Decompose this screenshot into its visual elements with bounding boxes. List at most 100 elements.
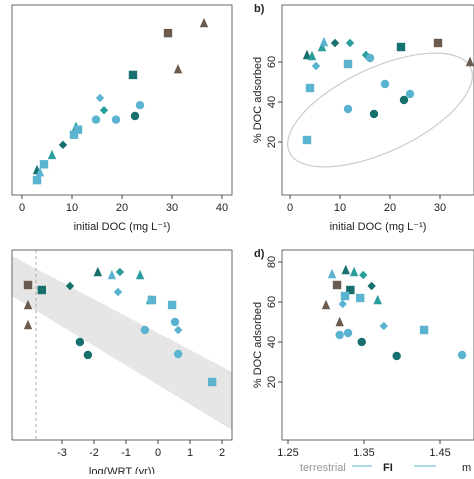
point <box>128 70 138 80</box>
point <box>135 100 145 110</box>
point <box>99 106 109 115</box>
point <box>23 299 33 310</box>
point <box>380 79 390 89</box>
plot-frame <box>281 249 474 441</box>
x-tick-label: 1.35 <box>353 447 374 459</box>
point <box>113 287 123 297</box>
point <box>321 299 331 310</box>
cluster-ellipse <box>287 52 473 168</box>
point <box>170 317 180 327</box>
y-tick-label: 80 <box>266 256 278 268</box>
point <box>379 321 388 331</box>
x-tick-label: 0 <box>287 202 293 214</box>
point <box>91 115 101 124</box>
point <box>163 28 173 38</box>
point <box>75 337 85 347</box>
x-axis-label: log(WRT (yr)) <box>89 466 155 474</box>
x-tick-label: 20 <box>116 202 128 214</box>
point <box>23 319 33 330</box>
point <box>199 17 209 28</box>
point <box>311 61 321 71</box>
confidence-band <box>12 256 232 430</box>
point <box>69 130 79 139</box>
point <box>433 38 443 48</box>
y-axis-label: % DOC adsorbed <box>252 302 264 388</box>
point <box>207 377 217 387</box>
point <box>307 50 317 61</box>
y-tick-label: 60 <box>266 296 278 308</box>
point <box>335 316 344 327</box>
point <box>73 125 83 134</box>
x-tick-label: -1 <box>121 447 131 459</box>
point <box>343 328 353 338</box>
legend-label: m <box>462 462 471 474</box>
x-tick-label: 2 <box>219 447 225 459</box>
point <box>83 350 93 360</box>
point <box>317 41 327 52</box>
x-tick-label: 1 <box>187 447 193 459</box>
point <box>367 281 376 291</box>
point <box>95 93 105 103</box>
x-tick-label: 30 <box>434 202 446 214</box>
point <box>457 350 467 360</box>
plot-frame <box>11 249 233 441</box>
point <box>23 280 33 290</box>
x-tick-label: -2 <box>89 447 99 459</box>
legend-label: terrestrial <box>300 462 346 474</box>
point <box>173 63 183 74</box>
y-axis-label: % DOC adsorbed <box>252 57 264 143</box>
point <box>111 115 121 124</box>
point <box>93 266 103 277</box>
point <box>399 95 409 105</box>
point <box>107 269 117 280</box>
point <box>338 299 347 309</box>
point <box>373 294 382 305</box>
x-tick-label: 1.45 <box>429 447 450 459</box>
x-tick-label: 10 <box>334 202 346 214</box>
point <box>47 149 57 160</box>
point <box>147 295 157 305</box>
point <box>359 270 368 280</box>
point <box>305 83 315 93</box>
x-axis-label: initial DOC (mg L⁻¹) <box>330 221 427 233</box>
panel-label: b) <box>254 3 265 15</box>
point <box>396 42 406 52</box>
plot-frame <box>281 4 474 196</box>
point <box>392 351 401 361</box>
point <box>340 291 350 301</box>
point <box>330 38 340 48</box>
x-tick-label: 0 <box>155 447 161 459</box>
point <box>302 135 312 145</box>
x-tick-label: -3 <box>57 447 67 459</box>
point <box>356 293 365 303</box>
point <box>135 269 145 280</box>
point <box>349 266 359 277</box>
point <box>65 281 75 291</box>
point <box>167 300 177 310</box>
point <box>365 53 375 63</box>
point <box>58 140 68 150</box>
point <box>357 337 366 347</box>
point <box>115 267 125 277</box>
point <box>39 160 49 169</box>
point <box>174 325 183 335</box>
x-tick-label: 1.25 <box>277 447 298 459</box>
x-tick-label: 20 <box>384 202 396 214</box>
y-tick-label: 20 <box>266 376 278 388</box>
x-tick-label: 30 <box>166 202 178 214</box>
x-tick-label: 0 <box>19 202 25 214</box>
point <box>369 109 379 119</box>
point <box>405 89 415 99</box>
point <box>37 285 46 295</box>
point <box>335 330 344 340</box>
point <box>319 36 329 47</box>
point <box>35 167 45 177</box>
point <box>174 349 183 359</box>
point <box>140 325 150 335</box>
point <box>32 175 42 185</box>
point <box>419 325 429 335</box>
x-tick-label: 40 <box>216 202 228 214</box>
point <box>332 280 342 290</box>
y-tick-label: 40 <box>266 96 278 108</box>
